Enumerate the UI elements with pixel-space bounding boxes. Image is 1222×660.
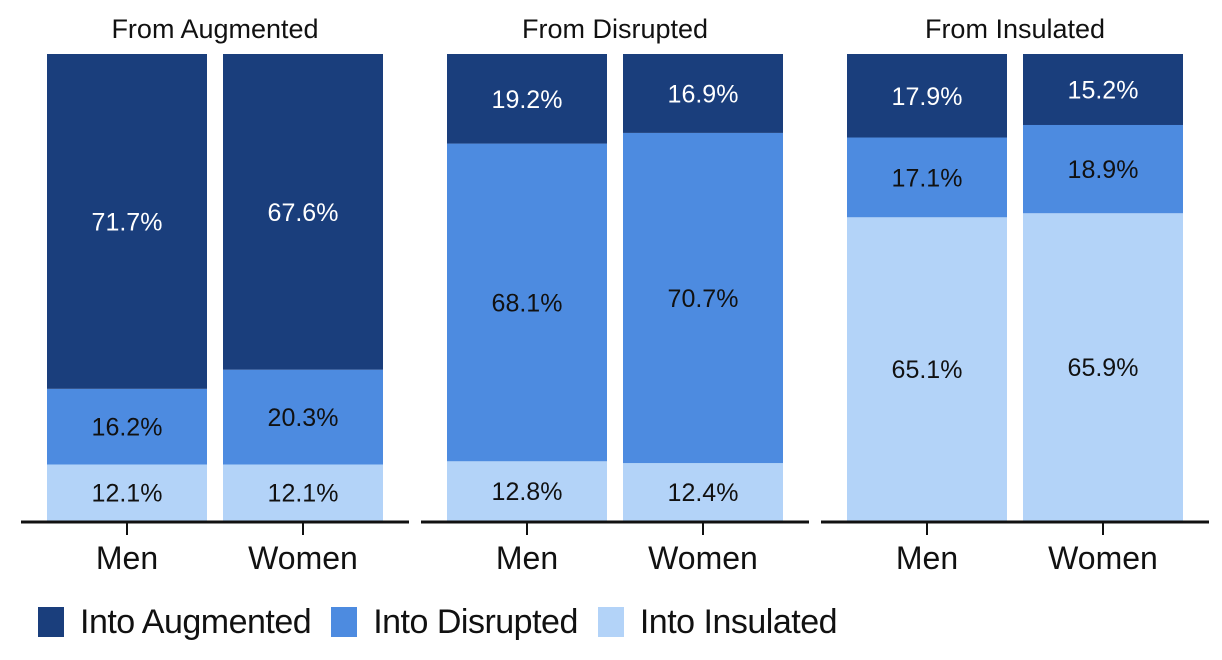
x-tick-label: Men	[96, 540, 158, 576]
chart-svg: From Augmented 12.1% 16.2% 71.7% Men 12.1% 20.…	[21, 14, 1209, 576]
bar-segment-insulated	[447, 461, 607, 521]
bar-segment-disrupted	[47, 388, 207, 465]
data-label: 68.1%	[492, 289, 563, 317]
bar-segment-insulated	[847, 217, 1007, 521]
legend-item-insulated: Into Insulated	[597, 602, 838, 642]
x-tick-label: Women	[248, 540, 358, 576]
data-label: 65.9%	[1068, 354, 1139, 382]
data-label: 17.9%	[892, 83, 963, 111]
legend-swatch-augmented	[38, 607, 64, 637]
data-label: 16.9%	[668, 80, 739, 108]
bar-segment-insulated	[223, 464, 383, 521]
legend-swatch-disrupted	[331, 607, 358, 637]
bar-segment-disrupted	[223, 369, 383, 465]
data-label: 15.2%	[1068, 76, 1139, 104]
data-label: 12.1%	[268, 480, 339, 508]
data-label: 20.3%	[268, 404, 339, 432]
data-label: 12.4%	[668, 479, 739, 507]
data-label: 19.2%	[492, 86, 563, 114]
bar-segment-insulated	[47, 464, 207, 521]
data-label: 71.7%	[92, 208, 163, 236]
panel-title: From Augmented	[111, 14, 318, 44]
data-label: 12.1%	[92, 480, 163, 508]
bar-segment-insulated	[623, 463, 783, 521]
panel-title: From Insulated	[925, 14, 1105, 44]
data-label: 67.6%	[268, 199, 339, 227]
x-tick-label: Women	[648, 540, 758, 576]
x-tick-label: Women	[1048, 540, 1158, 576]
bar-segment-disrupted	[847, 137, 1007, 218]
legend-item-disrupted: Into Disrupted	[331, 603, 578, 642]
bar-segment-augmented	[1023, 54, 1183, 125]
legend-item-augmented: Into Augmented	[38, 602, 312, 642]
bar-segment-augmented	[447, 54, 607, 144]
data-label: 16.2%	[92, 414, 163, 442]
bar-segment-augmented	[847, 54, 1007, 138]
x-tick-label: Men	[896, 540, 958, 576]
bar-segment-disrupted	[447, 143, 607, 462]
legend: Into Augmented Into Disrupted Into Insul…	[38, 600, 857, 644]
bar-segment-augmented	[223, 54, 383, 370]
bar-segment-insulated	[1023, 213, 1183, 521]
legend-label-insulated: Into Insulated	[639, 602, 838, 641]
data-label: 12.8%	[492, 478, 563, 506]
data-label: 70.7%	[668, 285, 739, 313]
bar-segment-augmented	[47, 54, 207, 389]
panel-title: From Disrupted	[522, 14, 708, 44]
legend-swatch-insulated	[597, 607, 624, 637]
bar-segment-disrupted	[623, 132, 783, 464]
legend-label-augmented: Into Augmented	[80, 602, 312, 641]
bar-segment-disrupted	[1023, 124, 1183, 214]
x-tick-label: Men	[496, 540, 558, 576]
data-label: 18.9%	[1068, 156, 1139, 184]
bar-segment-augmented	[623, 54, 783, 133]
data-label: 65.1%	[892, 356, 963, 384]
data-label: 17.1%	[892, 164, 963, 192]
legend-label-disrupted: Into Disrupted	[373, 602, 578, 641]
